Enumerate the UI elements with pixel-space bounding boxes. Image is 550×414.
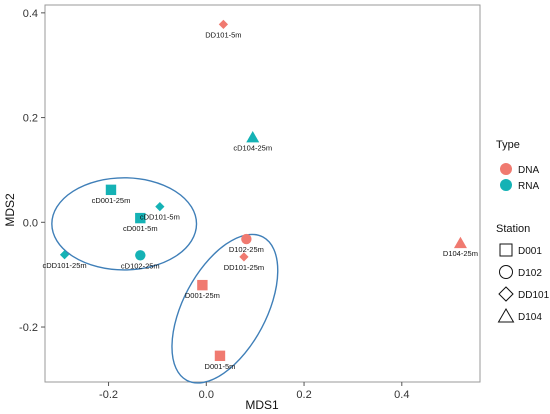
y-tick-label: 0.0	[23, 217, 38, 229]
data-point-label: cD102-25m	[121, 261, 160, 270]
data-point	[241, 233, 252, 245]
data-point-label: DD101-5m	[205, 30, 241, 39]
data-point	[239, 252, 249, 262]
data-point-label: cD001-5m	[123, 224, 158, 233]
data-point-label: D001-25m	[185, 291, 220, 300]
data-point	[218, 19, 229, 29]
data-point-label: DD101-25m	[224, 263, 264, 272]
y-tick-label: 0.2	[23, 113, 38, 125]
data-point	[59, 250, 70, 260]
axes: -0.2 0.0 0.2 0.4 -0.2 0.0 0.2 0.4	[19, 8, 409, 401]
legend-type-label: DNA	[518, 165, 539, 176]
legend-type-swatch	[500, 179, 512, 191]
data-point-label: cD001-25m	[92, 196, 131, 205]
y-axis-title: MDS2	[3, 193, 17, 227]
data-point	[453, 236, 467, 249]
data-point-labels: DD101-5m cD104-25m cD001-25m cD001-5m cDD101…	[42, 30, 478, 370]
cluster-ellipse	[171, 233, 279, 384]
x-tick-label: -0.2	[99, 389, 118, 401]
legend-station-swatch	[497, 307, 515, 323]
data-point-label: cDD101-25m	[42, 261, 86, 270]
data-point-label: cD104-25m	[233, 143, 272, 152]
data-point	[135, 250, 146, 261]
legend-station-label: DD101	[518, 290, 550, 301]
legend-type-swatch	[500, 163, 512, 175]
legend-station-label: D102	[518, 268, 542, 279]
cluster-ellipses	[51, 177, 279, 384]
x-tick-label: 0.4	[394, 389, 409, 401]
cluster-ellipse	[51, 177, 198, 271]
data-point	[246, 130, 260, 143]
x-axis-title: MDS1	[245, 398, 279, 412]
data-points	[59, 19, 467, 362]
data-point-label: D102-25m	[229, 245, 264, 254]
x-tick-label: 0.0	[199, 389, 214, 401]
plot-frame	[44, 4, 481, 383]
x-tick-label: 0.2	[296, 389, 311, 401]
data-point	[135, 212, 146, 224]
data-point-label: D104-25m	[443, 249, 478, 258]
legend: Type DNA RNA Station D001 D102 DD101 D104	[496, 139, 550, 323]
y-tick-label: 0.4	[23, 8, 38, 20]
legend-type-label: RNA	[518, 181, 539, 192]
data-point-label: D001-5m	[205, 362, 236, 371]
legend-station-title: Station	[496, 223, 530, 235]
data-point	[105, 184, 117, 196]
legend-type-title: Type	[496, 139, 520, 151]
legend-station-swatch	[499, 265, 513, 279]
data-point	[214, 350, 226, 362]
y-tick-label: -0.2	[19, 322, 38, 334]
legend-station-label: D001	[518, 246, 542, 257]
data-point	[197, 279, 208, 291]
data-point	[155, 201, 165, 212]
plot-border	[44, 4, 481, 383]
legend-station-label: D104	[518, 312, 542, 323]
legend-station-swatch	[498, 286, 514, 302]
data-point-label: cDD101-5m	[140, 213, 180, 222]
legend-station-swatch	[499, 243, 513, 257]
